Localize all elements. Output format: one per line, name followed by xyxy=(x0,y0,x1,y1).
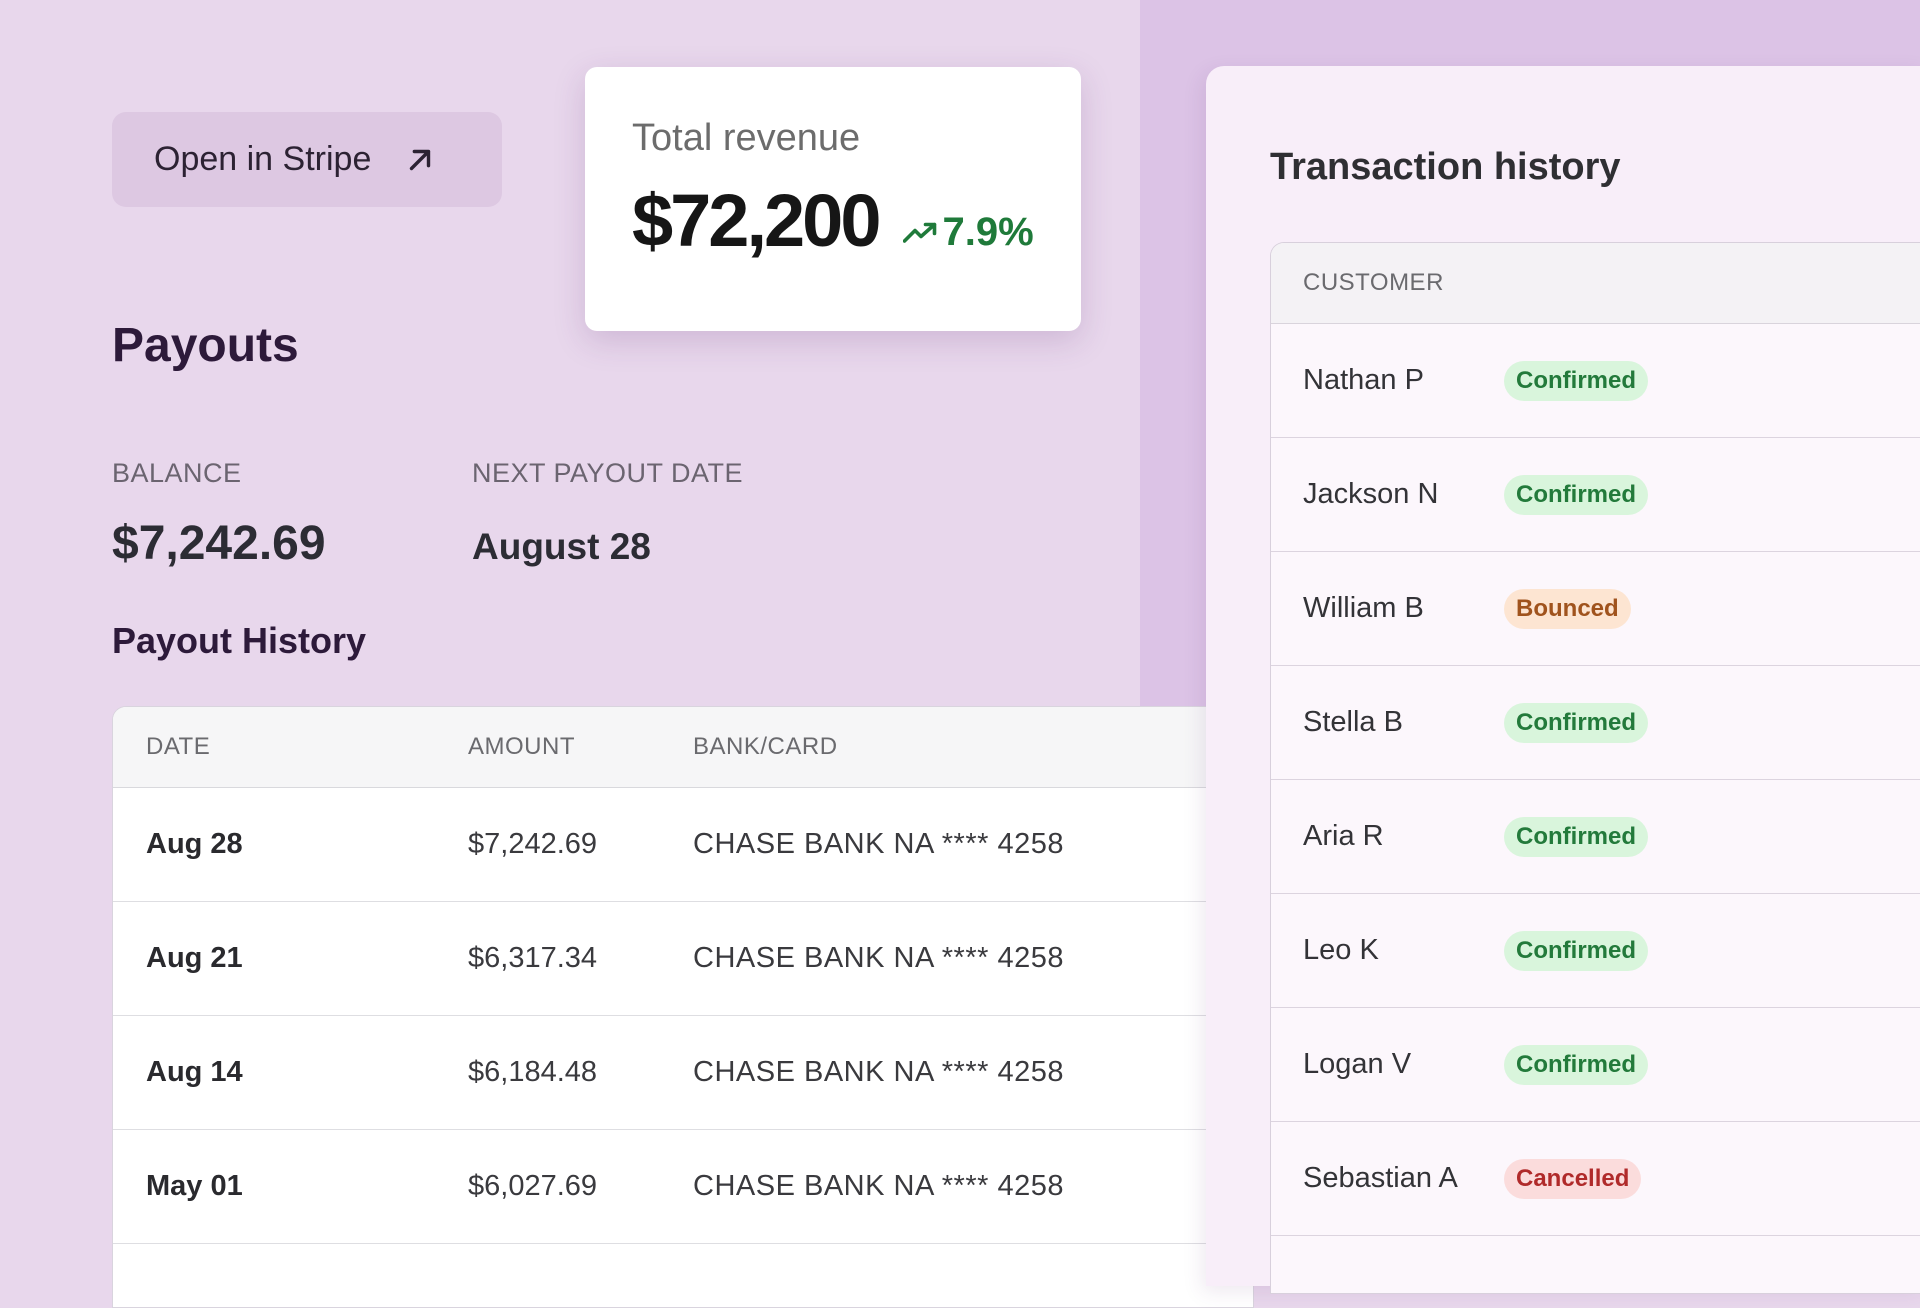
column-amount: AMOUNT xyxy=(468,733,575,760)
open-in-stripe-label: Open in Stripe xyxy=(154,140,372,178)
table-row[interactable]: Aug 28 $7,242.69 CHASE BANK NA **** 4258 xyxy=(113,788,1253,902)
table-header: DATE AMOUNT BANK/CARD xyxy=(113,707,1253,788)
customer-name: Sebastian A xyxy=(1303,1162,1458,1194)
total-revenue-label: Total revenue xyxy=(632,117,861,159)
next-payout-label: NEXT PAYOUT DATE xyxy=(472,458,744,488)
customer-name: Jackson N xyxy=(1303,478,1439,510)
arrow-up-right-icon xyxy=(403,143,437,177)
payout-date: May 01 xyxy=(146,1170,243,1202)
payout-amount: $6,317.34 xyxy=(468,942,598,974)
table-row[interactable]: Nathan P Confirmed xyxy=(1271,324,1920,438)
open-in-stripe-button[interactable]: Open in Stripe xyxy=(112,112,502,207)
table-row[interactable]: Leo K Confirmed xyxy=(1271,894,1920,1008)
next-payout-value: August 28 xyxy=(472,526,651,567)
payout-date: Aug 14 xyxy=(146,1056,243,1088)
total-revenue-card: Total revenue $72,200 7.9% xyxy=(585,67,1081,331)
table-row[interactable]: Aug 21 $6,317.34 CHASE BANK NA **** 4258 xyxy=(113,902,1253,1016)
status-badge: Confirmed xyxy=(1504,1044,1648,1085)
table-row[interactable]: Jackson N Confirmed xyxy=(1271,438,1920,552)
status-badge: Confirmed xyxy=(1504,474,1648,515)
transaction-history-panel: Transaction history CUSTOMER Nathan P Co… xyxy=(1206,66,1920,1294)
revenue-trend: 7.9% xyxy=(902,209,1034,255)
balance-label: BALANCE xyxy=(112,458,242,488)
payout-bank: CHASE BANK NA **** 4258 xyxy=(693,1056,1064,1088)
status-badge: Confirmed xyxy=(1504,930,1648,971)
status-badge: Confirmed xyxy=(1504,816,1648,857)
customer-name: Logan V xyxy=(1303,1048,1412,1080)
trending-up-icon xyxy=(902,222,936,243)
transaction-table: CUSTOMER Nathan P Confirmed Jackson N Co… xyxy=(1270,242,1920,1294)
table-row[interactable]: William B Bounced xyxy=(1271,552,1920,666)
transaction-history-title: Transaction history xyxy=(1270,146,1621,188)
status-badge: Bounced xyxy=(1504,588,1631,629)
payout-amount: $6,027.69 xyxy=(468,1170,598,1202)
column-customer: CUSTOMER xyxy=(1303,269,1444,296)
table-row[interactable]: May 01 $6,027.69 CHASE BANK NA **** 4258 xyxy=(113,1130,1253,1244)
customer-name: Aria R xyxy=(1303,820,1384,852)
payout-date: Aug 21 xyxy=(146,942,243,974)
table-header: CUSTOMER xyxy=(1271,243,1920,324)
table-row[interactable]: Stella B Confirmed xyxy=(1271,666,1920,780)
payouts-title: Payouts xyxy=(112,319,299,372)
payout-bank: CHASE BANK NA **** 4258 xyxy=(693,942,1064,974)
status-badge: Confirmed xyxy=(1504,360,1648,401)
payout-amount: $7,242.69 xyxy=(468,828,598,860)
payout-amount: $6,184.48 xyxy=(468,1056,598,1088)
status-badge: Cancelled xyxy=(1504,1158,1642,1199)
payout-date: Aug 28 xyxy=(146,828,243,860)
payout-history-table: DATE AMOUNT BANK/CARD Aug 28 $7,242.69 C… xyxy=(112,706,1254,1308)
table-row[interactable]: Aria R Confirmed xyxy=(1271,780,1920,894)
column-bank-card: BANK/CARD xyxy=(693,733,838,760)
column-date: DATE xyxy=(146,733,211,760)
payout-history-title: Payout History xyxy=(112,620,367,661)
customer-name: Leo K xyxy=(1303,934,1379,966)
payout-bank: CHASE BANK NA **** 4258 xyxy=(693,1170,1064,1202)
table-row[interactable]: Sebastian A Cancelled xyxy=(1271,1122,1920,1236)
total-revenue-value: $72,200 xyxy=(632,179,881,262)
payout-bank: CHASE BANK NA **** 4258 xyxy=(693,828,1064,860)
customer-name: Nathan P xyxy=(1303,364,1424,396)
customer-name: Stella B xyxy=(1303,706,1403,738)
balance-value: $7,242.69 xyxy=(112,517,326,570)
revenue-trend-value: 7.9% xyxy=(942,209,1034,254)
table-row[interactable]: Logan V Confirmed xyxy=(1271,1008,1920,1122)
status-badge: Confirmed xyxy=(1504,702,1648,743)
customer-name: William B xyxy=(1303,592,1424,624)
table-row[interactable]: Aug 14 $6,184.48 CHASE BANK NA **** 4258 xyxy=(113,1016,1253,1130)
